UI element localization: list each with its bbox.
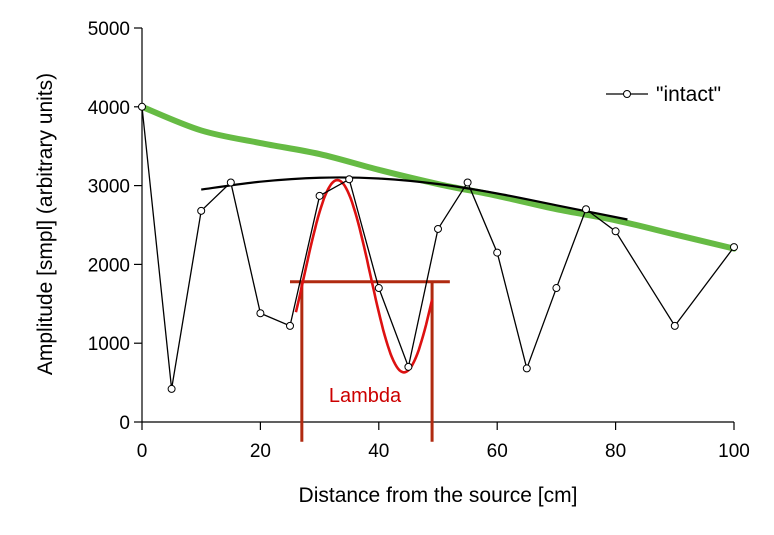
data-point: [522, 364, 531, 373]
data-point: [345, 175, 354, 184]
series-line: [141, 106, 735, 390]
x-tick-label: 100: [718, 441, 750, 462]
axes: [134, 27, 735, 430]
legend-label: "intact": [656, 83, 721, 106]
data-point: [404, 362, 413, 371]
data-point: [552, 284, 561, 293]
data-point: [611, 227, 620, 236]
legend-marker: [623, 90, 631, 98]
x-tick-label: 60: [487, 441, 508, 462]
data-point: [286, 321, 294, 330]
data-point: [493, 248, 502, 257]
x-axis-title: Distance from the source [cm]: [299, 484, 578, 507]
x-tick-label: 40: [368, 441, 389, 462]
series: [138, 102, 738, 393]
y-tick-label: 0: [119, 413, 130, 434]
y-tick-label: 2000: [88, 255, 130, 276]
data-point: [256, 309, 265, 318]
data-point: [138, 102, 146, 111]
data-point: [197, 206, 206, 215]
overlays: [139, 103, 737, 442]
x-tick-label: 20: [250, 441, 271, 462]
legend: "intact": [606, 83, 721, 106]
data-point: [315, 191, 324, 200]
data-point: [167, 384, 176, 393]
data-point: [463, 178, 472, 187]
data-point: [582, 205, 590, 214]
lambda-label: Lambda: [329, 385, 402, 407]
y-tick-label: 3000: [88, 177, 130, 198]
data-point: [670, 321, 679, 330]
envelope-curve: [201, 176, 628, 221]
y-tick-label: 5000: [88, 19, 130, 40]
data-point: [730, 243, 738, 252]
data-point: [226, 178, 235, 187]
x-tick-label: 80: [605, 441, 626, 462]
data-point: [434, 224, 442, 233]
y-tick-label: 4000: [88, 98, 130, 119]
y-tick-label: 1000: [88, 334, 130, 355]
tick-labels: 0 1000 2000 3000 4000 5000 0 20 40 60 80 100: [88, 19, 750, 462]
y-axis-title: Amplitude [smpl] (arbitrary units): [34, 73, 57, 375]
data-point: [374, 284, 383, 293]
x-tick-label: 0: [137, 441, 148, 462]
